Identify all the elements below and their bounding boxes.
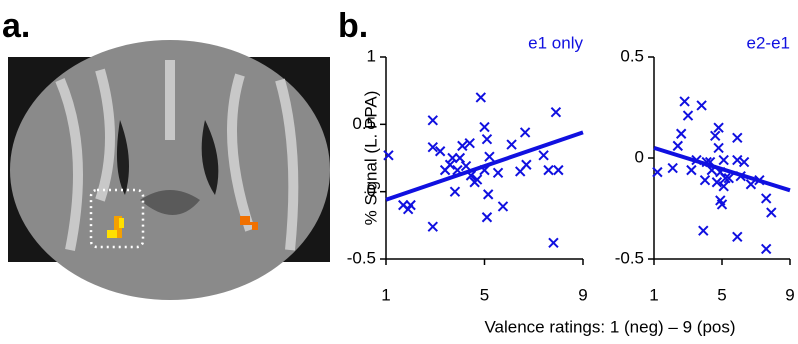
brain-image bbox=[8, 40, 330, 300]
point bbox=[684, 111, 693, 120]
y-axis-label: % Signal (L. PPA) bbox=[361, 91, 380, 226]
point bbox=[521, 128, 530, 137]
point bbox=[733, 232, 742, 241]
y-tick-label: -0.5 bbox=[615, 248, 644, 267]
x-tick-label: 9 bbox=[785, 285, 794, 304]
point bbox=[668, 164, 677, 173]
point bbox=[482, 135, 491, 144]
point bbox=[733, 156, 742, 165]
point bbox=[697, 101, 706, 110]
point bbox=[428, 116, 437, 125]
x-tick-label: 9 bbox=[578, 285, 587, 304]
y-tick-label: 0.5 bbox=[352, 114, 376, 133]
point bbox=[762, 244, 771, 253]
point bbox=[714, 123, 723, 132]
x-tick-label: 5 bbox=[717, 285, 726, 304]
point bbox=[476, 93, 485, 102]
point bbox=[482, 213, 491, 222]
point bbox=[539, 151, 548, 160]
point bbox=[701, 176, 710, 185]
panel-label: a. bbox=[2, 7, 30, 45]
point bbox=[498, 202, 507, 211]
figure: a. b. Valence ratings: 1 (neg) – 9 (pos)… bbox=[0, 0, 798, 344]
point bbox=[762, 194, 771, 203]
y-tick-label: 1 bbox=[367, 46, 376, 65]
point bbox=[522, 160, 531, 169]
y-tick-label: 0.5 bbox=[620, 46, 644, 65]
point bbox=[507, 140, 516, 149]
y-tick-label: -0.5 bbox=[347, 248, 376, 267]
x-axis-label: Valence ratings: 1 (neg) – 9 (pos) bbox=[484, 317, 735, 336]
x-tick-label: 1 bbox=[649, 285, 658, 304]
panel-label: b. bbox=[338, 7, 368, 45]
point bbox=[711, 131, 720, 140]
chart-title: e2-e1 bbox=[747, 33, 790, 52]
x-tick-label: 5 bbox=[480, 285, 489, 304]
point bbox=[455, 154, 464, 163]
point bbox=[484, 190, 493, 199]
point bbox=[551, 108, 560, 117]
point bbox=[428, 222, 437, 231]
point bbox=[458, 141, 467, 150]
point bbox=[677, 129, 686, 138]
chart-title: e1 only bbox=[528, 33, 583, 52]
point bbox=[494, 168, 503, 177]
point bbox=[733, 133, 742, 142]
point bbox=[549, 238, 558, 247]
y-tick-label: 0 bbox=[635, 147, 644, 166]
point bbox=[687, 166, 696, 175]
point bbox=[485, 152, 494, 161]
point bbox=[544, 166, 553, 175]
point bbox=[680, 97, 689, 106]
point bbox=[554, 166, 563, 175]
y-tick-label: 0 bbox=[367, 181, 376, 200]
point bbox=[480, 123, 489, 132]
x-tick-label: 1 bbox=[381, 285, 390, 304]
point bbox=[714, 143, 723, 152]
point bbox=[465, 139, 474, 148]
point bbox=[673, 141, 682, 150]
point bbox=[740, 158, 749, 167]
point bbox=[406, 201, 415, 210]
point bbox=[699, 226, 708, 235]
point bbox=[450, 187, 459, 196]
point bbox=[719, 156, 728, 165]
point bbox=[767, 208, 776, 217]
